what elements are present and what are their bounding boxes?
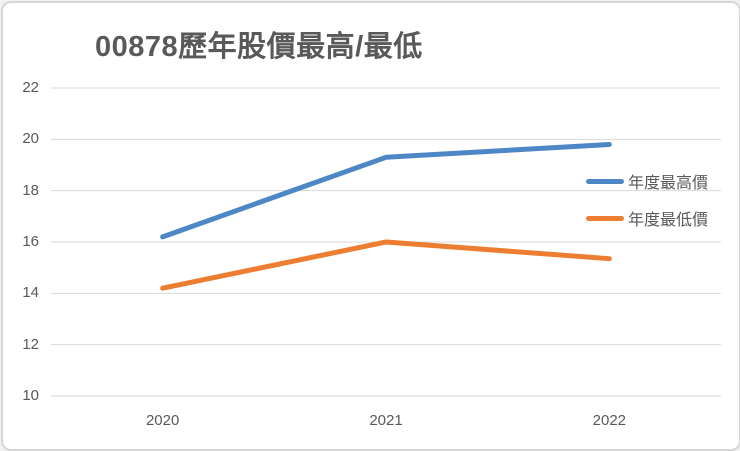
x-tick-label: 2020 bbox=[145, 412, 180, 429]
y-tick-label: 10 bbox=[22, 387, 39, 404]
x-tick-label: 2022 bbox=[592, 412, 627, 429]
legend-swatch-high-line-icon bbox=[586, 178, 624, 184]
series-line-0 bbox=[160, 141, 612, 240]
chart-title: 00878歷年股價最高/最低 bbox=[95, 31, 423, 63]
legend-label-low: 年度最低價 bbox=[628, 212, 709, 229]
y-tick-label: 18 bbox=[22, 181, 39, 199]
plot-svg bbox=[51, 87, 721, 397]
legend-entry-low: 年度最低價 bbox=[586, 203, 736, 233]
y-tick-label: 16 bbox=[22, 233, 39, 250]
y-tick-label: 12 bbox=[22, 335, 39, 353]
legend-label-high: 年度最高價 bbox=[628, 175, 709, 192]
x-tick-label: 2021 bbox=[369, 412, 403, 429]
y-tick-label: 22 bbox=[22, 79, 39, 96]
legend-swatch-low-line-icon bbox=[586, 215, 624, 221]
legend: 年度最高價 年度最低價 bbox=[586, 166, 736, 233]
y-tick-label: 20 bbox=[22, 130, 39, 148]
y-tick-label: 14 bbox=[22, 284, 39, 302]
series-line-1 bbox=[160, 239, 612, 291]
legend-entry-high: 年度最高價 bbox=[586, 166, 736, 196]
